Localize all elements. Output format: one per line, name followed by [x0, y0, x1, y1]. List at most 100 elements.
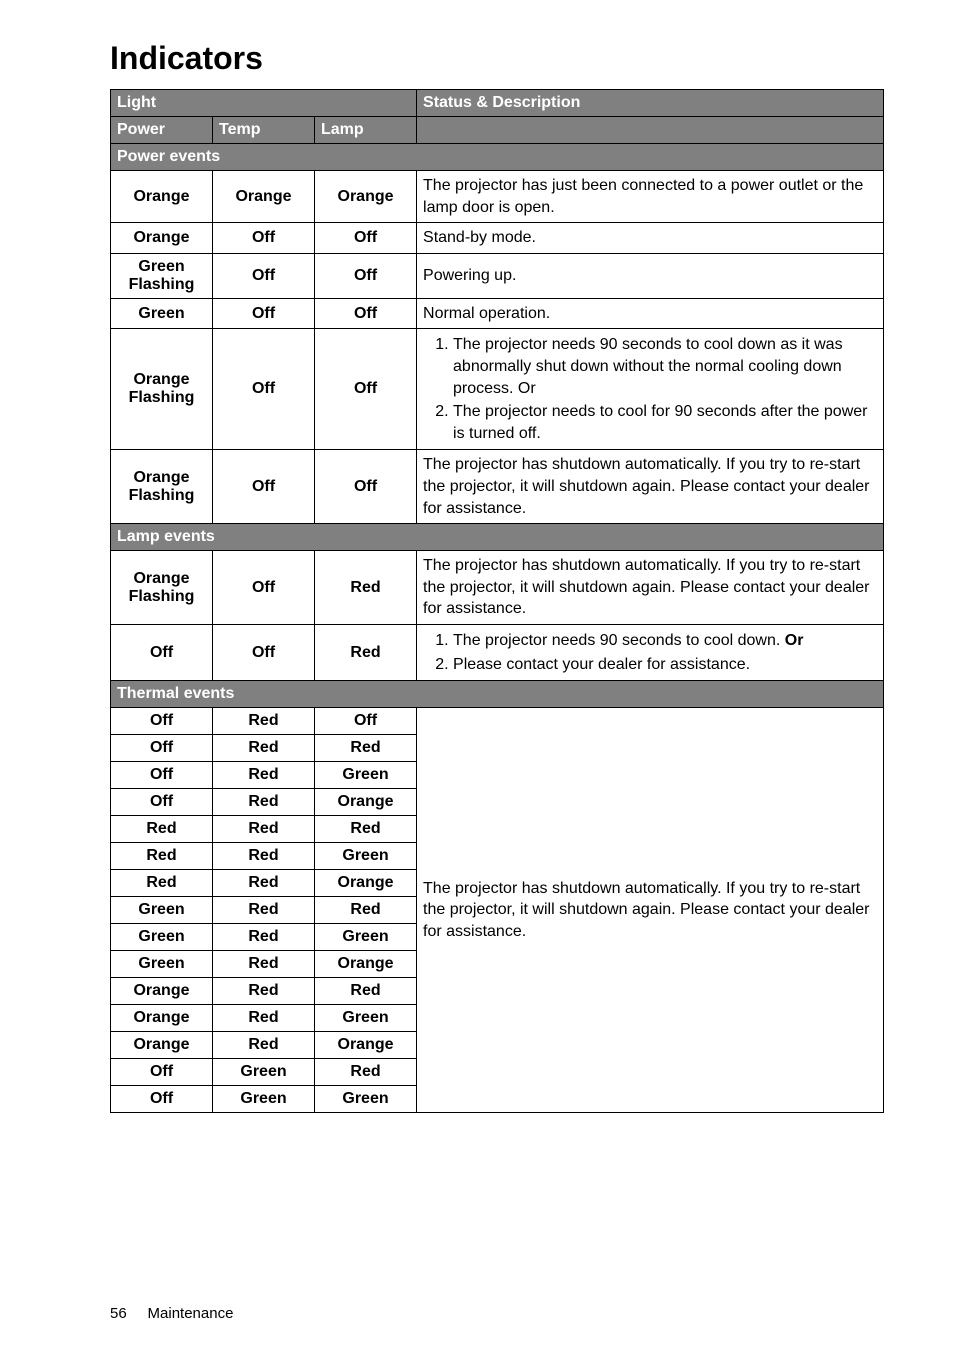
desc-cell: Stand-by mode. — [417, 223, 884, 254]
temp-cell: Off — [213, 551, 315, 625]
lamp-cell: Red — [315, 624, 417, 680]
temp-cell: Off — [213, 624, 315, 680]
lamp-cell: Red — [315, 816, 417, 843]
temp-cell: Red — [213, 870, 315, 897]
power-cell: Red — [111, 870, 213, 897]
power-cell: Red — [111, 843, 213, 870]
temp-cell: Red — [213, 789, 315, 816]
lamp-cell: Off — [315, 253, 417, 298]
list-item: Please contact your dealer for assistanc… — [453, 653, 877, 677]
power-cell: Off — [111, 708, 213, 735]
page-number: 56 — [110, 1305, 127, 1322]
list-text: Please contact your dealer for assistanc… — [453, 656, 750, 673]
temp-cell: Red — [213, 924, 315, 951]
desc-cell: The projector needs 90 seconds to cool d… — [417, 624, 884, 680]
power-header: Power — [111, 117, 213, 144]
temp-cell: Off — [213, 450, 315, 524]
table-row: Green Off Off Normal operation. — [111, 298, 884, 329]
light-header: Light — [111, 90, 417, 117]
power-cell: Off — [111, 1086, 213, 1113]
lamp-header: Lamp — [315, 117, 417, 144]
desc-cell: The projector needs 90 seconds to cool d… — [417, 329, 884, 450]
list-text: The projector needs 90 seconds to cool d… — [453, 632, 785, 649]
power-cell: Orange Flashing — [111, 551, 213, 625]
list-text: The projector needs 90 seconds to cool d… — [453, 336, 843, 396]
page-footer: 56 Maintenance — [110, 1305, 233, 1322]
lamp-cell: Red — [315, 735, 417, 762]
lamp-cell: Green — [315, 762, 417, 789]
power-cell: Orange — [111, 978, 213, 1005]
power-cell: Off — [111, 735, 213, 762]
temp-cell: Green — [213, 1059, 315, 1086]
power-cell: Green — [111, 924, 213, 951]
temp-cell: Off — [213, 223, 315, 254]
power-cell: Green — [111, 298, 213, 329]
temp-cell: Red — [213, 816, 315, 843]
lamp-cell: Off — [315, 329, 417, 450]
temp-cell: Red — [213, 762, 315, 789]
temp-cell: Red — [213, 1005, 315, 1032]
header-row-2: Power Temp Lamp — [111, 117, 884, 144]
list-item: The projector needs 90 seconds to cool d… — [453, 333, 877, 400]
lamp-cell: Orange — [315, 171, 417, 223]
header-row-1: Light Status & Description — [111, 90, 884, 117]
section-thermal-events: Thermal events — [111, 681, 884, 708]
desc-cell: Powering up. — [417, 253, 884, 298]
temp-cell: Red — [213, 708, 315, 735]
power-cell: Orange Flashing — [111, 329, 213, 450]
lamp-cell: Green — [315, 1005, 417, 1032]
temp-cell: Green — [213, 1086, 315, 1113]
lamp-cell: Orange — [315, 951, 417, 978]
thermal-desc: The projector has shutdown automatically… — [417, 708, 884, 1113]
temp-cell: Red — [213, 1032, 315, 1059]
table-row: Green Flashing Off Off Powering up. — [111, 253, 884, 298]
list-item: The projector needs 90 seconds to cool d… — [453, 629, 877, 653]
temp-cell: Off — [213, 253, 315, 298]
or-bold: Or — [785, 632, 804, 649]
list-item: The projector needs to cool for 90 secon… — [453, 400, 877, 445]
lamp-cell: Green — [315, 1086, 417, 1113]
power-cell: Orange — [111, 171, 213, 223]
lamp-events-label: Lamp events — [111, 524, 884, 551]
lamp-cell: Green — [315, 843, 417, 870]
temp-cell: Red — [213, 978, 315, 1005]
temp-cell: Red — [213, 897, 315, 924]
desc-cell: The projector has shutdown automatically… — [417, 450, 884, 524]
indicators-table: Light Status & Description Power Temp La… — [110, 89, 884, 1113]
lamp-cell: Off — [315, 298, 417, 329]
table-row: Orange Flashing Off Off The projector ne… — [111, 329, 884, 450]
lamp-list: The projector needs 90 seconds to cool d… — [423, 629, 877, 676]
lamp-cell: Red — [315, 1059, 417, 1086]
section-lamp-events: Lamp events — [111, 524, 884, 551]
temp-header: Temp — [213, 117, 315, 144]
desc-cell: The projector has just been connected to… — [417, 171, 884, 223]
temp-cell: Off — [213, 298, 315, 329]
table-row: Off Off Red The projector needs 90 secon… — [111, 624, 884, 680]
status-header: Status & Description — [417, 90, 884, 117]
lamp-cell: Red — [315, 897, 417, 924]
power-cell: Off — [111, 624, 213, 680]
desc-cell: Normal operation. — [417, 298, 884, 329]
lamp-cell: Red — [315, 978, 417, 1005]
lamp-cell: Off — [315, 708, 417, 735]
list-text: The projector needs to cool for 90 secon… — [453, 403, 867, 442]
power-cell: Off — [111, 762, 213, 789]
power-events-label: Power events — [111, 144, 884, 171]
cooldown-list: The projector needs 90 seconds to cool d… — [423, 333, 877, 445]
desc-cell: The projector has shutdown automatically… — [417, 551, 884, 625]
lamp-cell: Off — [315, 450, 417, 524]
lamp-cell: Orange — [315, 789, 417, 816]
power-cell: Orange — [111, 1032, 213, 1059]
temp-cell: Red — [213, 951, 315, 978]
table-row: Orange Off Off Stand-by mode. — [111, 223, 884, 254]
power-cell: Orange Flashing — [111, 450, 213, 524]
power-cell: Off — [111, 1059, 213, 1086]
page-title: Indicators — [110, 40, 884, 77]
lamp-cell: Green — [315, 924, 417, 951]
lamp-cell: Orange — [315, 1032, 417, 1059]
power-cell: Orange — [111, 1005, 213, 1032]
table-row: Orange Flashing Off Red The projector ha… — [111, 551, 884, 625]
power-cell: Green — [111, 951, 213, 978]
status-blank — [417, 117, 884, 144]
temp-cell: Red — [213, 843, 315, 870]
